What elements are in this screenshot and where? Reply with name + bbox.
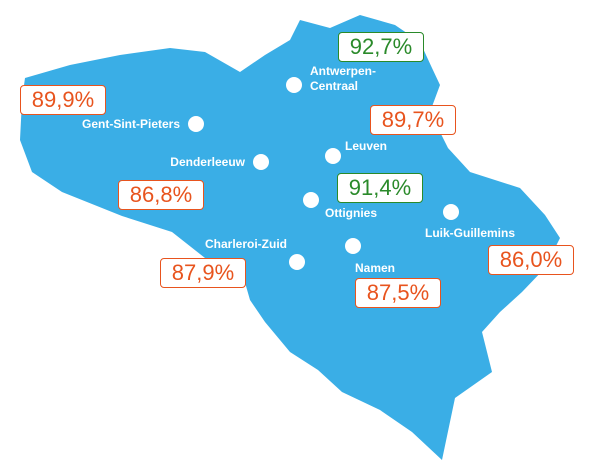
punctuality-label: 89,7% <box>370 105 456 135</box>
station-name: Ottignies <box>325 206 378 220</box>
station-name: Antwerpen-Centraal <box>310 64 376 93</box>
punctuality-label: 92,7% <box>338 32 424 62</box>
station-name: Leuven <box>345 139 388 153</box>
station-dot <box>286 77 302 93</box>
punctuality-label: 86,0% <box>488 245 574 275</box>
station-dot <box>188 116 204 132</box>
punctuality-label: 91,4% <box>337 173 423 203</box>
station-name: Luik-Guillemins <box>425 226 516 240</box>
station-name: Gent-Sint-Pieters <box>81 117 180 131</box>
station-dot <box>345 238 361 254</box>
station-name: Denderleeuw <box>170 155 245 169</box>
station-dot <box>253 154 269 170</box>
station-name: Charleroi-Zuid <box>204 237 287 251</box>
punctuality-label: 87,5% <box>355 278 441 308</box>
punctuality-label: 86,8% <box>118 180 204 210</box>
station-dot <box>289 254 305 270</box>
punctuality-label: 89,9% <box>20 85 106 115</box>
station-dot <box>443 204 459 220</box>
station-dot <box>303 192 319 208</box>
station-name: Namen <box>355 261 396 275</box>
punctuality-label: 87,9% <box>160 258 246 288</box>
station-dot <box>325 148 341 164</box>
